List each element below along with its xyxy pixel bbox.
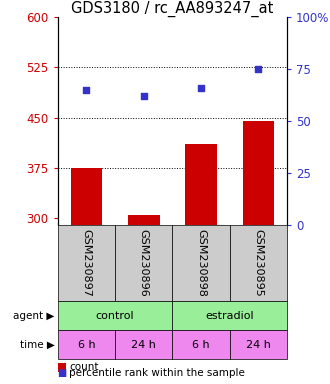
Text: ■: ■	[57, 368, 66, 379]
Point	[256, 66, 261, 72]
Text: percentile rank within the sample: percentile rank within the sample	[69, 368, 245, 379]
Text: 24 h: 24 h	[246, 339, 271, 350]
Text: GSM230897: GSM230897	[82, 229, 91, 297]
Point	[141, 93, 147, 99]
Text: GSM230898: GSM230898	[196, 229, 206, 297]
Text: count: count	[69, 361, 98, 372]
Text: 24 h: 24 h	[131, 339, 156, 350]
Bar	[185, 144, 217, 225]
Text: GSM230895: GSM230895	[253, 229, 263, 297]
Text: control: control	[96, 311, 134, 321]
Text: agent ▶: agent ▶	[13, 311, 54, 321]
Point	[84, 87, 89, 93]
Bar	[128, 215, 159, 225]
Bar	[71, 168, 102, 225]
Text: estradiol: estradiol	[206, 311, 254, 321]
Text: time ▶: time ▶	[19, 339, 54, 350]
Title: GDS3180 / rc_AA893247_at: GDS3180 / rc_AA893247_at	[71, 1, 274, 17]
Text: 6 h: 6 h	[192, 339, 210, 350]
Text: 6 h: 6 h	[78, 339, 95, 350]
Bar	[243, 121, 274, 225]
Text: GSM230896: GSM230896	[139, 229, 149, 297]
Point	[198, 85, 204, 91]
